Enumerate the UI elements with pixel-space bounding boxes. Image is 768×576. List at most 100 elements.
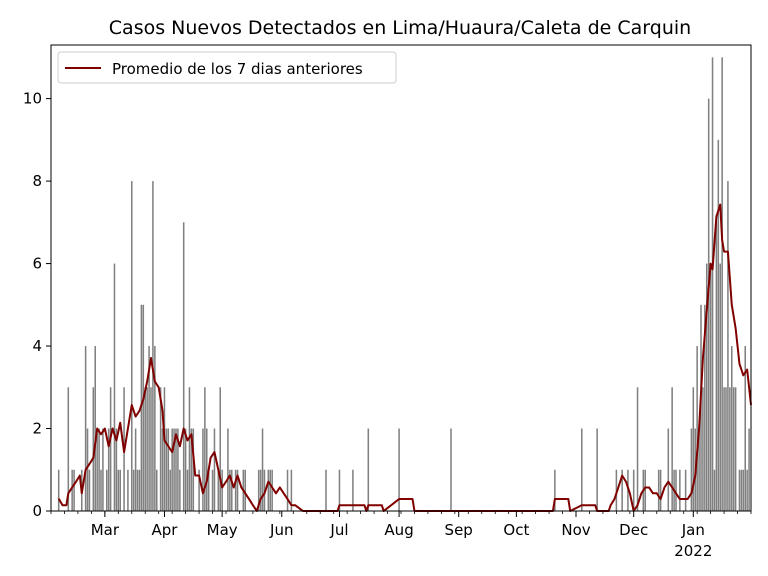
bar: [738, 469, 741, 511]
bar: [73, 469, 75, 511]
y-axis: 0 2 4 6 8 10: [23, 90, 51, 520]
bar: [179, 469, 181, 511]
bar: [204, 387, 206, 511]
bar: [732, 387, 735, 511]
bar: [173, 428, 175, 511]
bar: [144, 387, 146, 511]
bar: [102, 428, 104, 511]
x-axis: Mar Apr May Jun Jul Aug Sep Oct Nov Dec Jan 2022: [50, 511, 752, 560]
legend-label: Promedio de los 7 dias anteriores: [112, 60, 363, 78]
bar: [109, 387, 112, 511]
bar: [338, 469, 341, 511]
bar: [188, 387, 191, 511]
bar: [213, 428, 216, 511]
bar: [163, 387, 166, 511]
x-tick-label: Dec: [619, 521, 648, 539]
bar: [161, 428, 164, 511]
bar: [596, 428, 598, 511]
bar: [236, 469, 239, 511]
bar: [398, 428, 400, 511]
bar: [721, 57, 723, 512]
bar: [154, 346, 156, 511]
bar: [286, 469, 289, 511]
bar: [221, 469, 223, 511]
bar: [136, 469, 139, 511]
bar: [115, 428, 118, 511]
bar: [190, 428, 193, 511]
y-tick-label: 0: [32, 502, 42, 520]
bar: [211, 469, 214, 511]
bar: [165, 428, 168, 511]
bar: [704, 304, 706, 511]
bar: [713, 469, 716, 511]
bar: [131, 181, 133, 511]
bar: [152, 181, 154, 511]
bar: [96, 428, 98, 511]
line-series: [57, 203, 752, 512]
bar: [632, 469, 635, 511]
bar: [746, 469, 748, 511]
bar: [202, 428, 204, 511]
bar: [667, 428, 670, 511]
bar: [132, 469, 135, 511]
y-tick-label: 4: [32, 337, 42, 355]
bar: [100, 469, 102, 511]
bar: [156, 469, 158, 511]
x-tick-label: Sep: [445, 521, 473, 539]
axes: [50, 44, 752, 512]
bar: [352, 469, 354, 511]
bar: [734, 387, 737, 511]
bar: [227, 428, 229, 511]
y-tick-label: 2: [32, 420, 42, 438]
bar: [267, 469, 270, 511]
bar: [182, 222, 185, 511]
bar: [719, 263, 721, 511]
bar: [679, 469, 681, 511]
bar: [257, 469, 260, 511]
chart-title: Casos Nuevos Detectados en Lima/Huaura/C…: [109, 17, 691, 39]
legend-box: [57, 51, 397, 84]
bar: [94, 346, 96, 511]
bar: [169, 469, 171, 511]
bar: [729, 387, 731, 511]
bar: [707, 98, 710, 512]
bar: [744, 346, 746, 511]
x-tick-label: Apr: [151, 521, 178, 539]
bar: [723, 387, 725, 511]
bar: [167, 428, 170, 511]
bar: [450, 428, 452, 511]
bar: [86, 428, 89, 511]
bar: [217, 469, 220, 511]
bar: [696, 346, 698, 511]
bar: [740, 469, 743, 511]
bar: [198, 469, 200, 511]
bar: [692, 387, 695, 511]
bar: [234, 469, 237, 511]
bar: [698, 428, 700, 511]
bar: [231, 469, 233, 511]
bar: [119, 469, 121, 511]
bar: [675, 469, 677, 511]
bar-series: [57, 57, 750, 512]
bar: [271, 469, 273, 511]
bar: [219, 387, 221, 511]
legend: Promedio de los 7 dias anteriores: [57, 51, 397, 84]
x-tick-label: Nov: [561, 521, 590, 539]
bar: [146, 387, 148, 511]
bar: [184, 428, 187, 511]
bar: [71, 469, 73, 511]
x-tick-label: Oct: [503, 521, 529, 539]
bar: [715, 222, 718, 511]
bar: [636, 387, 639, 511]
bar: [107, 428, 110, 511]
plot-frame: [50, 44, 752, 512]
bar: [657, 469, 660, 511]
bar: [171, 428, 173, 511]
bar: [84, 346, 87, 511]
bar: [177, 428, 179, 511]
bar: [207, 469, 210, 511]
bar: [229, 469, 231, 511]
y-tick-label: 8: [32, 172, 42, 190]
bar: [159, 387, 162, 511]
